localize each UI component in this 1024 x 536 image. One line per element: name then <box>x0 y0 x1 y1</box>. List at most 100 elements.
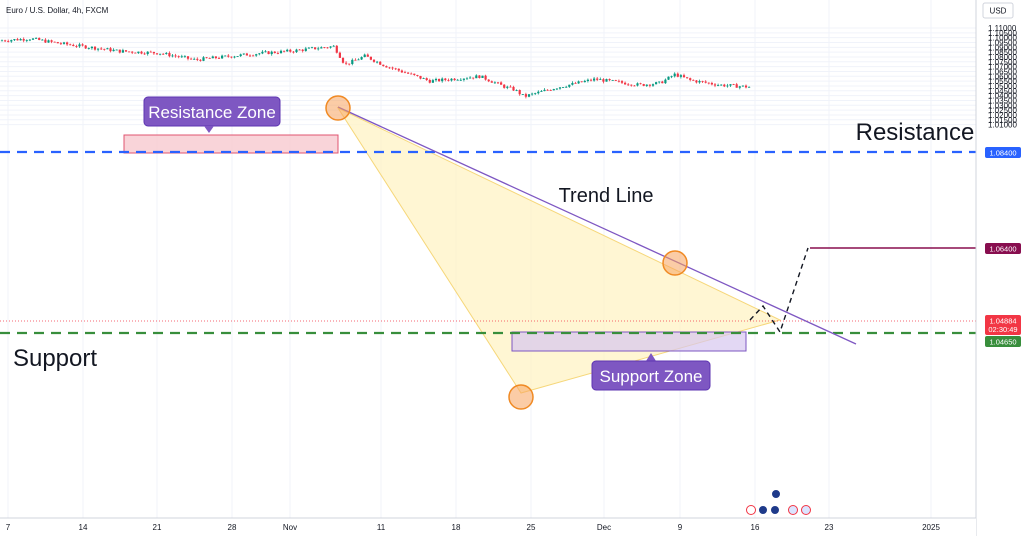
time-tick: 23 <box>825 523 834 532</box>
candle-body <box>704 81 707 83</box>
candle-body <box>84 45 87 49</box>
candle-body <box>224 55 227 57</box>
candle-body <box>205 57 208 59</box>
candle-body <box>524 94 527 97</box>
candle-body <box>651 84 655 86</box>
candle-body <box>255 54 258 56</box>
candle-body <box>710 82 713 85</box>
candle-body <box>639 83 642 85</box>
support-zone-callout[interactable]: Support Zone <box>591 353 711 391</box>
candle-body <box>59 43 62 45</box>
candle-body <box>295 49 298 53</box>
support-price-tag: 1.04650 <box>985 336 1021 347</box>
economic-events-icons[interactable] <box>746 489 811 515</box>
candle-body <box>397 68 400 71</box>
candle-body <box>506 86 509 88</box>
candle-body <box>348 63 351 65</box>
candle-body <box>174 55 177 57</box>
candle-body <box>580 81 583 83</box>
candle-body <box>487 79 490 82</box>
candle-body <box>75 46 78 47</box>
candle-body <box>298 49 301 51</box>
candle-body <box>555 88 558 90</box>
candle-body <box>465 78 469 80</box>
candle-body <box>56 42 59 44</box>
price-tick: 1.03000 <box>988 101 1017 110</box>
candle-body <box>682 75 686 78</box>
price-tick: 1.05500 <box>988 77 1017 86</box>
candle-body <box>236 56 239 57</box>
candle-body <box>16 39 19 41</box>
candle-body <box>416 74 419 76</box>
candle-body <box>503 84 506 88</box>
candle-body <box>478 75 481 78</box>
candle-body <box>332 45 335 47</box>
candle-body <box>512 86 515 91</box>
candle-body <box>546 89 549 91</box>
price-tick: 1.02500 <box>988 106 1017 115</box>
time-tick: 25 <box>527 523 536 532</box>
candle-body <box>273 51 276 53</box>
candle-body <box>47 40 50 43</box>
candle-body <box>7 41 10 42</box>
flag-icon <box>788 505 798 515</box>
candle-body <box>509 86 512 88</box>
candle-body <box>413 73 416 75</box>
candle-body <box>320 47 323 49</box>
candle-body <box>515 90 518 91</box>
candle-body <box>481 75 484 78</box>
svg-text:02:30:49: 02:30:49 <box>988 325 1017 334</box>
candle-body <box>707 82 710 84</box>
current-price-tag: 1.04884 02:30:49 <box>985 315 1021 335</box>
price-tick: 1.01000 <box>988 121 1017 130</box>
candle-body <box>317 48 320 50</box>
candle-body <box>664 79 667 84</box>
resistance-zone-callout[interactable]: Resistance Zone <box>143 96 281 133</box>
candle-body <box>500 82 503 85</box>
candle-body <box>155 53 159 55</box>
candle-body <box>258 53 261 55</box>
candle-body <box>611 80 614 81</box>
candle-body <box>531 93 534 95</box>
event-icon <box>771 489 781 499</box>
trend-line-label: Trend Line <box>559 185 654 207</box>
candle-body <box>388 67 391 69</box>
candle-body <box>484 75 487 80</box>
candle-body <box>636 83 639 86</box>
trend-line <box>337 106 857 345</box>
candle-body <box>152 51 155 54</box>
symbol-header[interactable]: Euro / U.S. Dollar, 4h, FXCM <box>6 6 109 15</box>
candle-body <box>38 37 41 40</box>
candle-body <box>87 48 90 49</box>
candle-body <box>565 86 568 88</box>
price-tick: 1.07000 <box>988 63 1017 72</box>
candle-body <box>19 39 22 41</box>
candle-body <box>496 82 500 84</box>
candle-body <box>186 56 190 59</box>
candle-body <box>447 79 450 81</box>
price-tick: 1.02000 <box>988 111 1017 120</box>
currency-button[interactable] <box>982 2 1014 19</box>
candle-body <box>335 45 338 53</box>
candle-body <box>462 78 465 80</box>
currency-label: USD <box>990 7 1007 16</box>
price-tick: 1.08000 <box>988 53 1017 62</box>
candle-body <box>10 40 13 42</box>
candle-body <box>69 44 72 46</box>
price-axis[interactable] <box>976 0 1024 536</box>
candle-body <box>422 78 425 79</box>
candle-body <box>689 78 692 80</box>
time-tick: 16 <box>751 523 760 532</box>
candle-body <box>620 81 624 83</box>
candle-body <box>118 49 121 53</box>
resistance-zone-box <box>123 134 339 154</box>
candle-body <box>614 80 617 81</box>
price-tick: 1.09000 <box>988 43 1017 52</box>
candle-body <box>261 51 264 54</box>
time-axis[interactable] <box>0 518 976 536</box>
svg-text:1.08400: 1.08400 <box>989 149 1016 158</box>
candle-body <box>369 56 372 60</box>
candle-body <box>286 49 289 52</box>
candle-body <box>279 50 283 54</box>
